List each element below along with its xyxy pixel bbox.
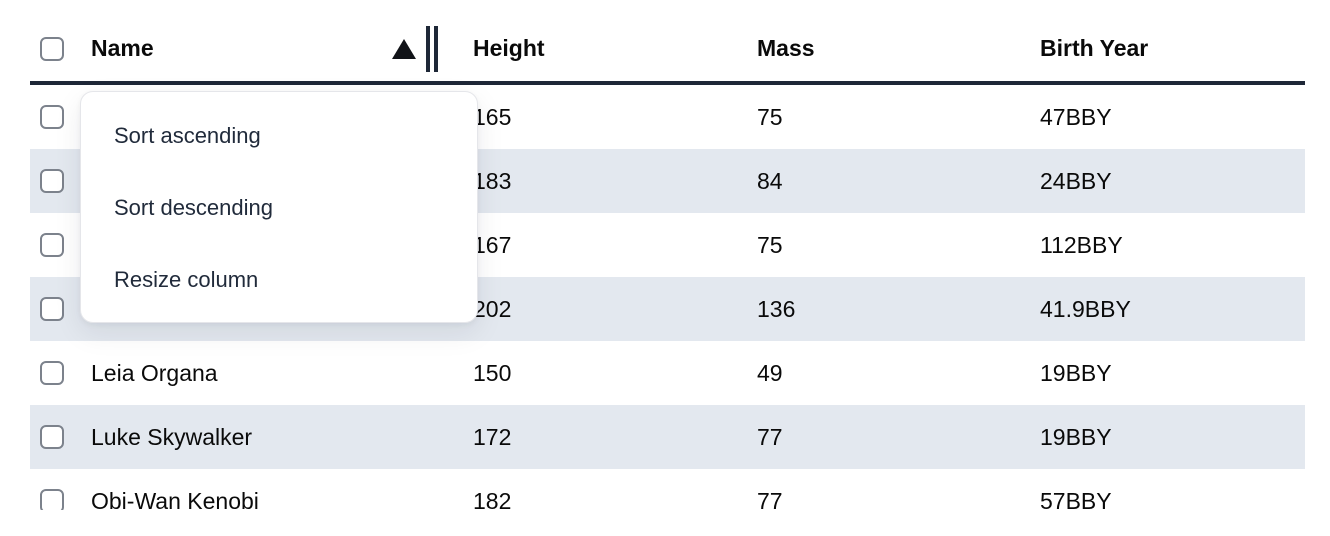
cell-mass: 49 (757, 359, 783, 386)
cell-birth-year: 47BBY (1040, 103, 1112, 130)
table-row: Luke Skywalker 172 77 19BBY (30, 405, 1305, 469)
menu-item-resize-column[interactable]: Resize column (114, 267, 259, 292)
column-header-birth-year[interactable]: Birth Year (1040, 35, 1149, 61)
cell-name: Luke Skywalker (91, 423, 253, 450)
cell-mass: 77 (757, 423, 783, 450)
menu-item-sort-ascending[interactable]: Sort ascending (114, 123, 261, 148)
row-checkbox[interactable] (40, 297, 64, 321)
table-row: 165 75 47BBY (30, 85, 1305, 149)
table-row: Leia Organa 150 49 19BBY (30, 341, 1305, 405)
data-table: Name Height Mass Birth Year 165 75 47BBY… (30, 0, 1305, 510)
select-all-checkbox[interactable] (40, 36, 64, 61)
cell-name: Leia Organa (91, 359, 218, 386)
row-checkbox[interactable] (40, 105, 64, 129)
cell-height: 182 (473, 487, 512, 511)
cell-birth-year: 57BBY (1040, 487, 1112, 511)
column-header-mass[interactable]: Mass (757, 35, 815, 61)
table-row: 167 75 112BBY (30, 213, 1305, 277)
cell-height: 165 (473, 103, 512, 130)
table-viewport: Name Height Mass Birth Year 165 75 47BBY… (30, 0, 1305, 510)
menu-item-sort-descending[interactable]: Sort descending (114, 195, 273, 220)
cell-height: 167 (473, 231, 512, 258)
column-header-height[interactable]: Height (473, 35, 545, 61)
column-resize-handle[interactable] (426, 25, 438, 72)
header-cell-name: Name (30, 25, 473, 72)
table-row: Obi-Wan Kenobi 182 77 57BBY (30, 469, 1305, 510)
cell-mass: 75 (757, 103, 783, 130)
column-context-menu: Sort ascending Sort descending Resize co… (80, 91, 478, 323)
cell-height: 202 (473, 295, 512, 322)
cell-birth-year: 112BBY (1040, 231, 1123, 258)
cell-birth-year: 24BBY (1040, 167, 1112, 194)
cell-mass: 136 (757, 295, 796, 322)
cell-height: 150 (473, 359, 512, 386)
cell-mass: 77 (757, 487, 783, 511)
cell-birth-year: 19BBY (1040, 423, 1112, 450)
cell-height: 172 (473, 423, 512, 450)
table-header-row: Name Height Mass Birth Year (30, 0, 1305, 85)
row-checkbox[interactable] (40, 425, 64, 449)
row-checkbox[interactable] (40, 489, 64, 510)
column-header-name[interactable]: Name (91, 35, 154, 61)
cell-birth-year: 19BBY (1040, 359, 1112, 386)
cell-name: Obi-Wan Kenobi (91, 487, 259, 511)
row-checkbox[interactable] (40, 169, 64, 193)
row-checkbox[interactable] (40, 233, 64, 257)
sort-ascending-icon[interactable] (392, 38, 416, 59)
row-checkbox[interactable] (40, 361, 64, 385)
cell-mass: 75 (757, 231, 783, 258)
cell-height: 183 (473, 167, 512, 194)
cell-birth-year: 41.9BBY (1040, 295, 1131, 322)
cell-mass: 84 (757, 167, 783, 194)
